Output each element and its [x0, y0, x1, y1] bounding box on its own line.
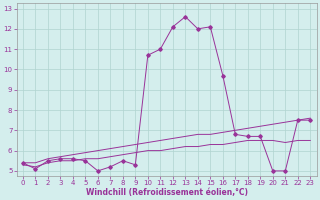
X-axis label: Windchill (Refroidissement éolien,°C): Windchill (Refroidissement éolien,°C): [85, 188, 248, 197]
